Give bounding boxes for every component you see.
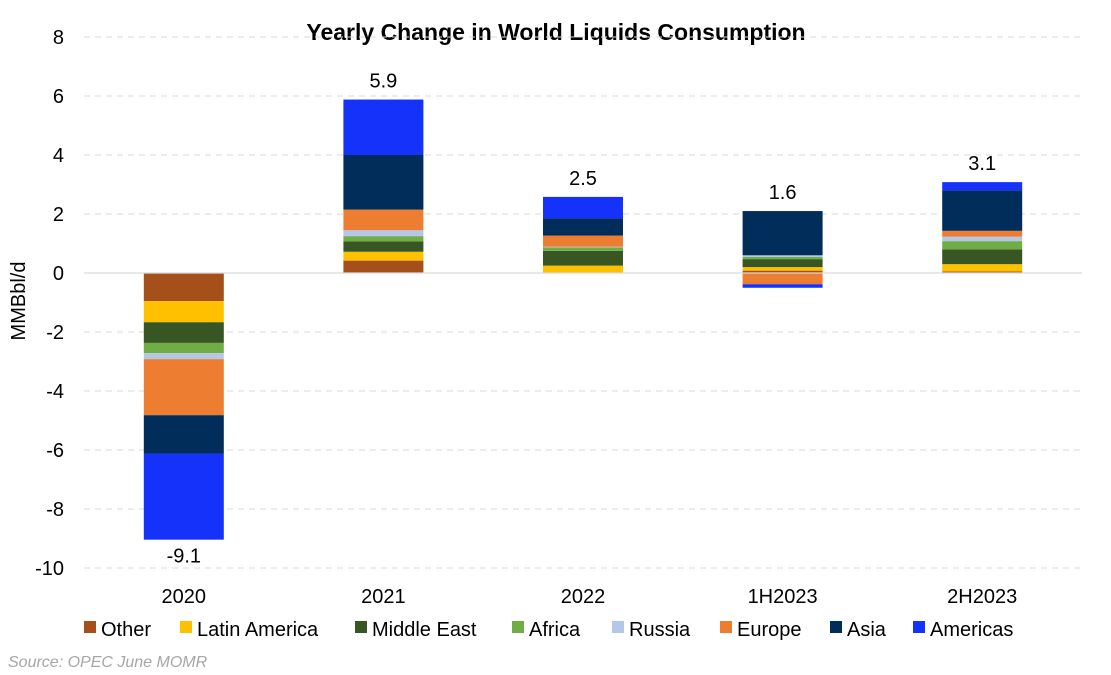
- y-tick-label: -8: [46, 499, 64, 521]
- bar-segment-americas: [143, 453, 224, 540]
- y-axis-label: MMBbl/d: [8, 262, 30, 341]
- bar-segment-europe: [742, 273, 823, 285]
- y-tick-label: -10: [35, 558, 64, 580]
- bars: [143, 99, 1023, 540]
- bar-segment-africa: [742, 256, 823, 260]
- legend-swatch: [913, 621, 925, 633]
- y-tick-label: 2: [53, 204, 64, 226]
- bar-segment-middle-east: [343, 241, 424, 252]
- source-note: Source: OPEC June MOMR: [8, 654, 208, 671]
- bar-segment-other: [143, 273, 224, 302]
- x-tick-label: 1H2023: [748, 586, 818, 608]
- data-label: -9.1: [167, 546, 201, 568]
- bar-segment-russia: [942, 236, 1023, 242]
- y-tick-label: -2: [46, 322, 64, 344]
- data-label: 5.9: [369, 71, 397, 93]
- legend-label: Latin America: [197, 619, 319, 641]
- bar-segment-europe: [143, 359, 224, 416]
- y-tick-label: 4: [53, 145, 64, 167]
- bar-segment-africa: [543, 247, 623, 251]
- bar-segment-europe: [942, 230, 1023, 237]
- bar-segment-other: [343, 260, 424, 273]
- bar-segment-asia: [942, 190, 1023, 231]
- bar-segment-americas: [742, 284, 823, 288]
- bar-segment-africa: [143, 342, 224, 354]
- data-label: 1.6: [769, 182, 797, 204]
- data-label: 3.1: [968, 153, 996, 175]
- bar-segment-africa: [343, 236, 424, 242]
- legend-swatch: [355, 621, 367, 633]
- bar-segment-russia: [543, 246, 623, 248]
- legend-label: Asia: [847, 619, 887, 641]
- bar-segment-europe: [543, 235, 623, 247]
- legend-swatch: [830, 621, 842, 633]
- legend-label: Europe: [737, 619, 802, 641]
- bar-segment-middle-east: [143, 322, 224, 343]
- x-axis-ticks: 2020 2021 2022 1H2023 2H2023: [162, 586, 1018, 608]
- x-tick-label: 2H2023: [947, 586, 1017, 608]
- bar-segment-africa: [942, 241, 1023, 250]
- bar-segment-asia: [343, 155, 424, 210]
- bar-segment-middle-east: [742, 259, 823, 268]
- gridlines: [84, 36, 1082, 569]
- bar-segment-russia: [143, 353, 224, 360]
- y-tick-label: 8: [53, 27, 64, 49]
- bar-segment-latin-america: [742, 267, 823, 271]
- bar-segment-asia: [143, 415, 224, 454]
- bar-segment-other: [942, 271, 1023, 273]
- bar-segment-latin-america: [143, 301, 224, 323]
- y-tick-label: -6: [46, 440, 64, 462]
- data-label: 2.5: [569, 168, 597, 190]
- x-tick-label: 2022: [561, 586, 606, 608]
- bar-segment-middle-east: [543, 250, 623, 266]
- bar-segment-middle-east: [942, 249, 1023, 265]
- chart-title: Yearly Change in World Liquids Consumpti…: [306, 19, 805, 45]
- legend-swatch: [612, 621, 624, 633]
- bar-segment-asia: [742, 211, 823, 256]
- y-tick-label: -4: [46, 381, 64, 403]
- y-tick-label: 6: [53, 86, 64, 108]
- legend-label: Africa: [529, 619, 581, 641]
- bar-segment-asia: [543, 218, 623, 236]
- legend-swatch: [84, 621, 96, 633]
- x-tick-label: 2021: [361, 586, 406, 608]
- bar-segment-russia: [343, 230, 424, 237]
- y-tick-label: 0: [53, 263, 64, 285]
- bar-segment-latin-america: [942, 264, 1023, 272]
- bar-segment-russia: [742, 255, 823, 257]
- bar-segment-latin-america: [543, 265, 623, 273]
- legend-swatch: [720, 621, 732, 633]
- legend-label: Americas: [930, 619, 1013, 641]
- x-tick-label: 2020: [162, 586, 207, 608]
- data-labels: -9.1 5.9 2.5 1.6 3.1: [167, 71, 997, 568]
- legend-label: Russia: [629, 619, 691, 641]
- bar-segment-other: [742, 270, 823, 273]
- bar-segment-americas: [942, 182, 1023, 191]
- y-axis-ticks: 8 6 4 2 0 -2 -4 -6 -8 -10: [35, 27, 64, 580]
- legend-label: Other: [101, 619, 151, 641]
- legend-swatch: [512, 621, 524, 633]
- legend-swatch: [180, 621, 192, 633]
- legend: Other Latin America Middle East Africa Russi…: [84, 619, 1013, 641]
- bar-segment-americas: [543, 196, 623, 219]
- bar-segment-americas: [343, 99, 424, 155]
- bar-segment-latin-america: [343, 251, 424, 261]
- legend-label: Middle East: [372, 619, 477, 641]
- bar-segment-europe: [343, 209, 424, 231]
